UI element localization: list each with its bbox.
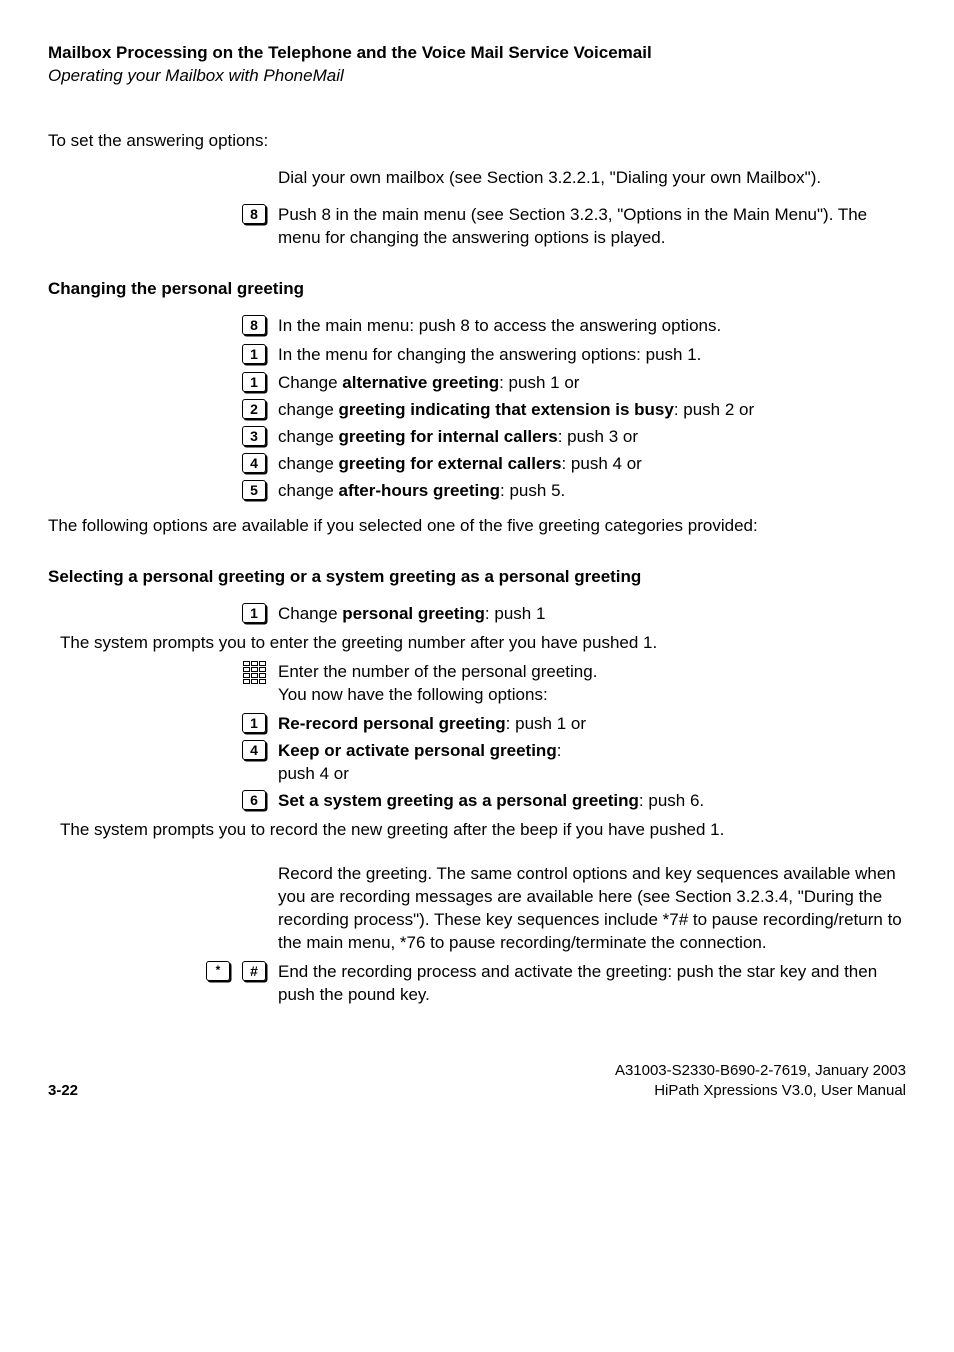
- s2-r3: Change alternative greeting: push 1 or: [278, 372, 906, 395]
- text: : push 4 or: [561, 454, 641, 473]
- bold-text: Set a system greeting as a personal gree…: [278, 791, 639, 810]
- s3-p2: The system prompts you to record the new…: [60, 819, 906, 842]
- bold-text: Keep or activate personal greeting: [278, 741, 557, 760]
- text: change: [278, 427, 339, 446]
- header-title: Mailbox Processing on the Telephone and …: [48, 42, 906, 65]
- s3-heading: Selecting a personal greeting or a syste…: [48, 566, 906, 589]
- text: : push 1: [485, 604, 546, 623]
- key-glyph: 6: [242, 790, 266, 810]
- bold-text: Re-record personal greeting: [278, 714, 506, 733]
- footer: 3-22 A31003-S2330-B690-2-7619, January 2…: [48, 1061, 906, 1102]
- s3-r7: End the recording process and activate t…: [278, 961, 906, 1007]
- key-1-icon: 1: [48, 603, 278, 623]
- key-star-hash-icon: * #: [48, 961, 278, 981]
- s2-r2: In the menu for changing the answering o…: [278, 344, 906, 367]
- s1-r2: Push 8 in the main menu (see Section 3.2…: [278, 204, 906, 250]
- key-glyph: 3: [242, 426, 266, 446]
- text: push 4 or: [278, 763, 906, 786]
- bold-text: greeting for external callers: [339, 454, 562, 473]
- key-5-icon: 5: [48, 480, 278, 500]
- text: : push 5.: [500, 481, 565, 500]
- s1-intro: To set the answering options:: [48, 130, 906, 153]
- text: : push 2 or: [674, 400, 754, 419]
- text: : push 3 or: [558, 427, 638, 446]
- text: Change: [278, 604, 342, 623]
- s3-r5: Set a system greeting as a personal gree…: [278, 790, 906, 813]
- s1-r1: Dial your own mailbox (see Section 3.2.2…: [278, 167, 906, 190]
- s3-r4: Keep or activate personal greeting: push…: [278, 740, 906, 786]
- s3-p1: The system prompts you to enter the gree…: [60, 632, 906, 655]
- s2-r7: change after-hours greeting: push 5.: [278, 480, 906, 503]
- key-8-icon: 8: [48, 204, 278, 224]
- key-glyph: 1: [242, 603, 266, 623]
- s2-r4: change greeting indicating that extensio…: [278, 399, 906, 422]
- key-glyph: 5: [242, 480, 266, 500]
- key-glyph: 2: [242, 399, 266, 419]
- key-hash-glyph: #: [242, 961, 266, 981]
- key-6-icon: 6: [48, 790, 278, 810]
- bold-text: personal greeting: [342, 604, 485, 623]
- empty-icon: [48, 863, 278, 864]
- key-2-icon: 2: [48, 399, 278, 419]
- s2-heading: Changing the personal greeting: [48, 278, 906, 301]
- empty-icon: [48, 167, 278, 168]
- text: Enter the number of the personal greetin…: [278, 661, 906, 684]
- text: :: [557, 741, 562, 760]
- text: : push 6.: [639, 791, 704, 810]
- s2-outro: The following options are available if y…: [48, 515, 906, 538]
- text: change: [278, 481, 339, 500]
- text: : push 1 or: [499, 373, 579, 392]
- s2-r1: In the main menu: push 8 to access the a…: [278, 315, 906, 338]
- bold-text: after-hours greeting: [339, 481, 501, 500]
- s3-r6: Record the greeting. The same control op…: [278, 863, 906, 955]
- key-glyph: 1: [242, 344, 266, 364]
- key-1-icon: 1: [48, 372, 278, 392]
- product-name: HiPath Xpressions V3.0, User Manual: [615, 1081, 906, 1101]
- key-glyph: 1: [242, 372, 266, 392]
- key-4-icon: 4: [48, 453, 278, 473]
- header-subtitle: Operating your Mailbox with PhoneMail: [48, 65, 906, 88]
- key-star-glyph: *: [206, 961, 230, 981]
- text: change: [278, 400, 339, 419]
- text: : push 1 or: [506, 714, 586, 733]
- key-glyph: 8: [242, 315, 266, 335]
- text: Change: [278, 373, 342, 392]
- keypad-icon: [48, 661, 278, 685]
- s3-r1: Change personal greeting: push 1: [278, 603, 906, 626]
- key-glyph: 1: [242, 713, 266, 733]
- s3-r3: Re-record personal greeting: push 1 or: [278, 713, 906, 736]
- doc-id: A31003-S2330-B690-2-7619, January 2003: [615, 1061, 906, 1081]
- key-1-icon: 1: [48, 713, 278, 733]
- key-8-icon: 8: [48, 315, 278, 335]
- key-1-icon: 1: [48, 344, 278, 364]
- s2-r6: change greeting for external callers: pu…: [278, 453, 906, 476]
- text: You now have the following options:: [278, 684, 906, 707]
- key-3-icon: 3: [48, 426, 278, 446]
- page-number: 3-22: [48, 1081, 78, 1101]
- key-glyph: 4: [242, 740, 266, 760]
- key-4-icon: 4: [48, 740, 278, 760]
- key-glyph: 8: [242, 204, 266, 224]
- key-glyph: 4: [242, 453, 266, 473]
- bold-text: greeting for internal callers: [339, 427, 558, 446]
- s3-r2: Enter the number of the personal greetin…: [278, 661, 906, 707]
- bold-text: alternative greeting: [342, 373, 499, 392]
- bold-text: greeting indicating that extension is bu…: [339, 400, 674, 419]
- text: change: [278, 454, 339, 473]
- s2-r5: change greeting for internal callers: pu…: [278, 426, 906, 449]
